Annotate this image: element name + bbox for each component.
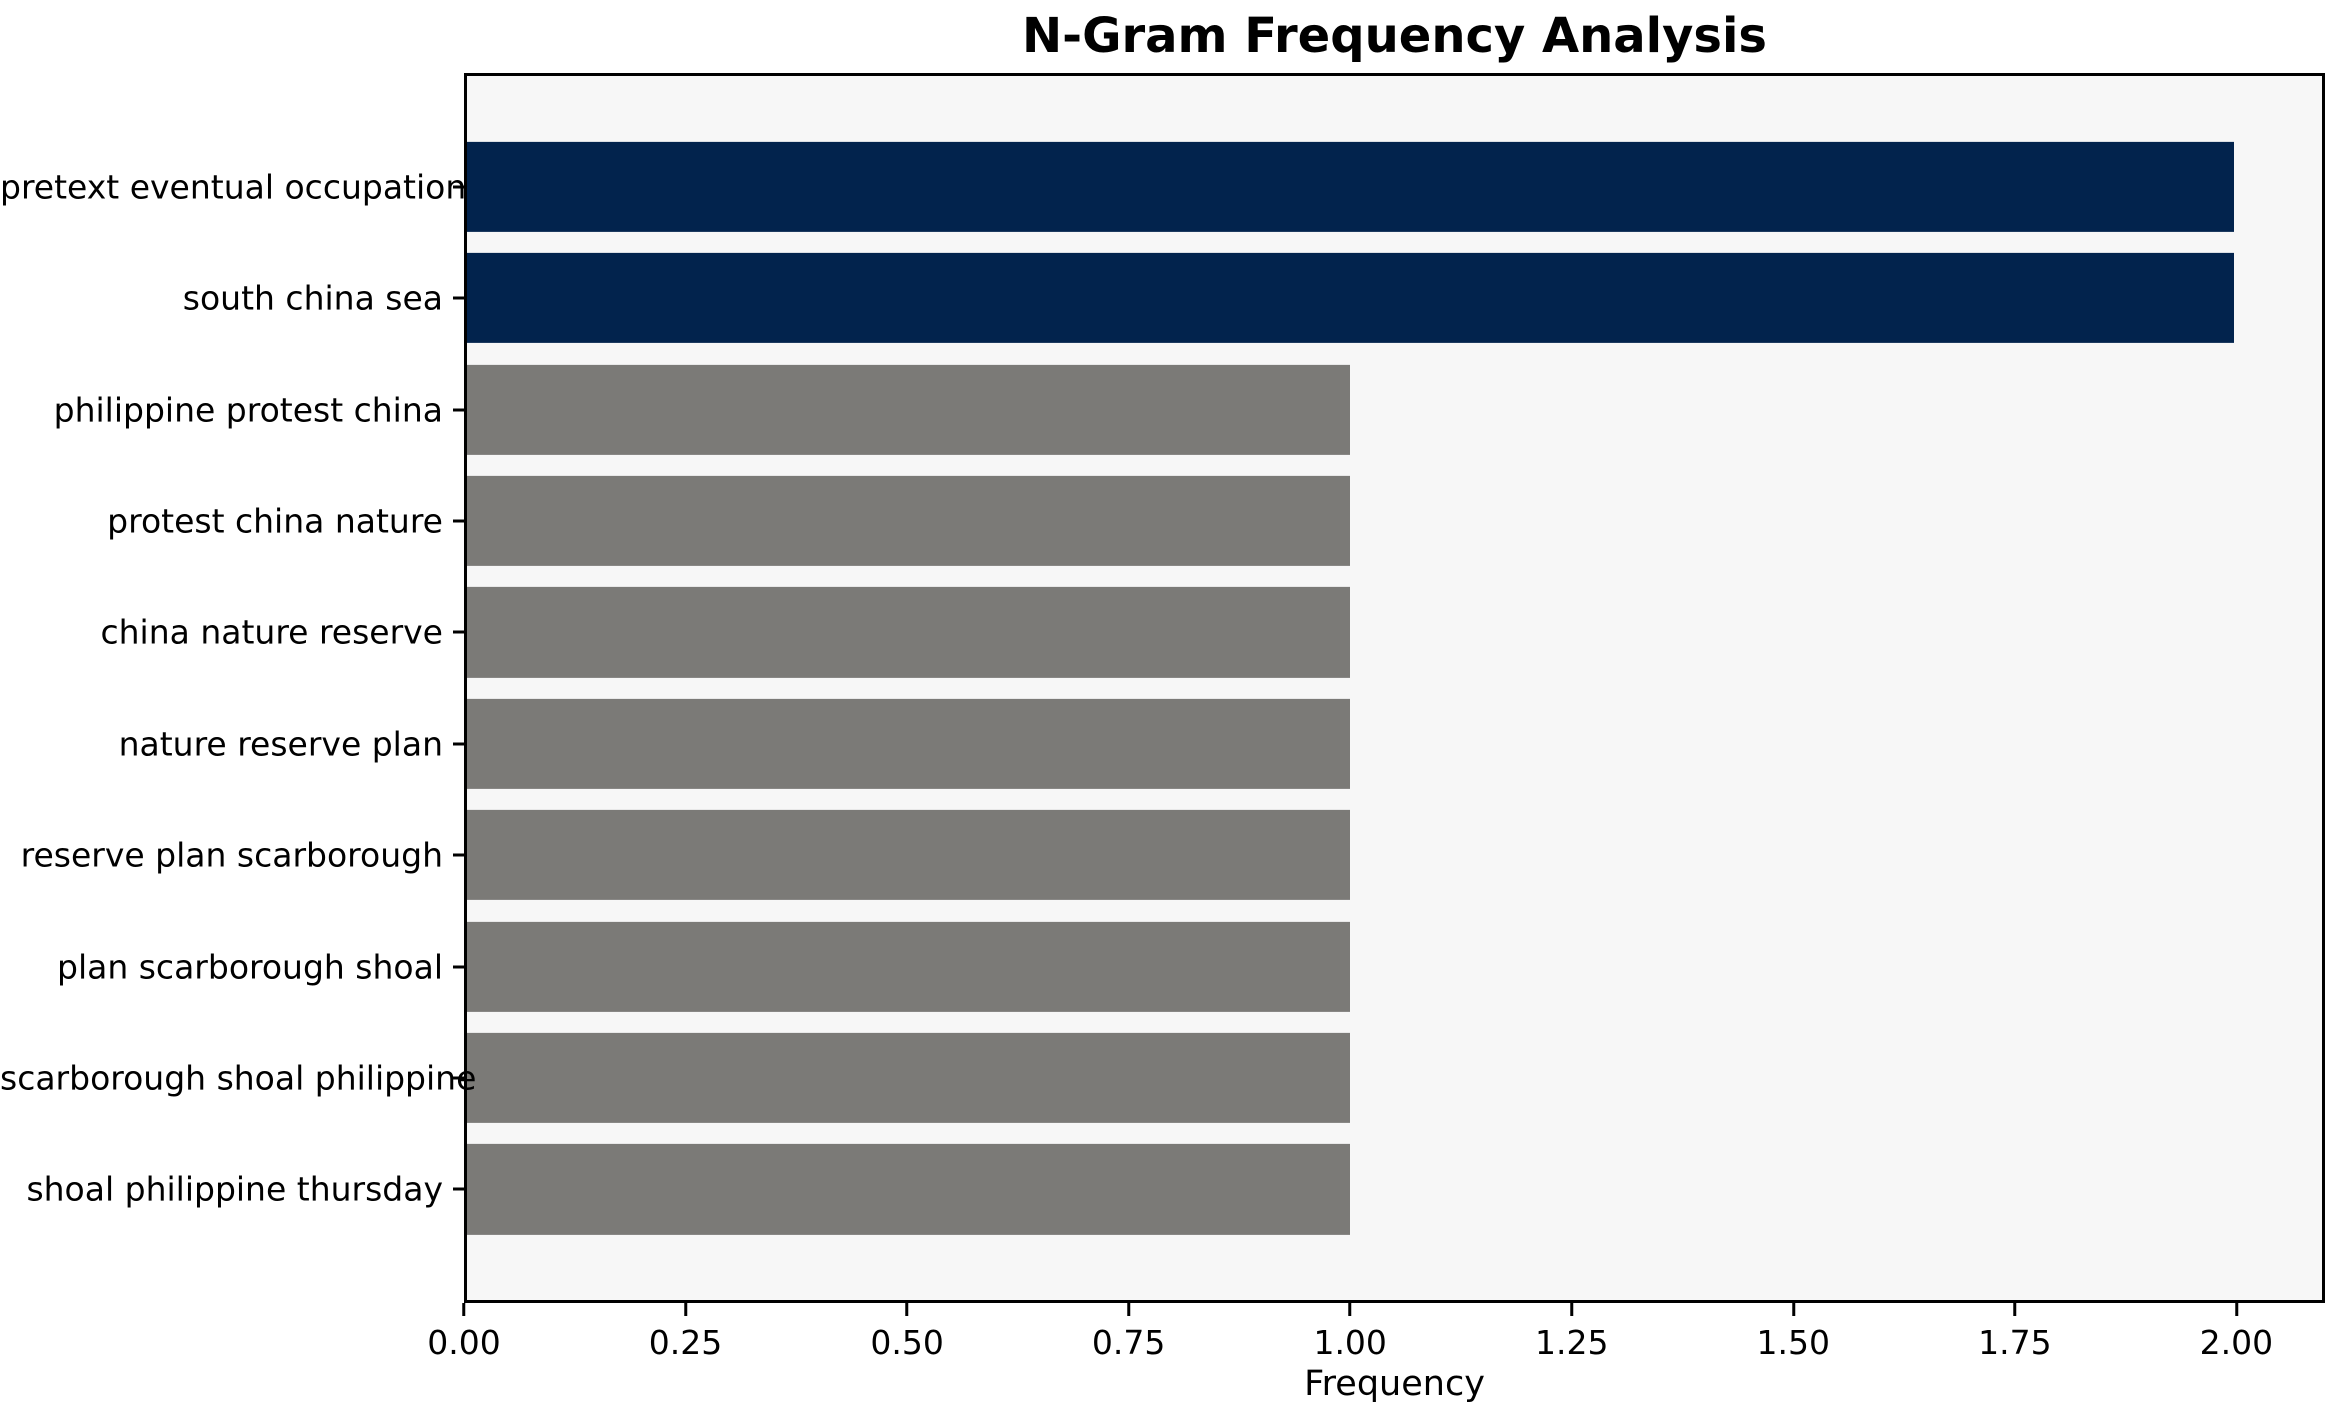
bar-row <box>467 911 2322 1022</box>
x-tick-mark <box>462 1303 466 1316</box>
x-tick-label: 2.00 <box>2199 1323 2274 1362</box>
y-tick-label: china nature reserve <box>100 612 443 652</box>
x-tick-mark <box>1348 1303 1352 1316</box>
x-tick-mark <box>1127 1303 1131 1316</box>
plot-area <box>464 73 2325 1303</box>
x-tick-mark <box>2013 1303 2017 1316</box>
bar-scarborough-shoal-philippine <box>467 1032 1351 1124</box>
x-tick: 0.75 <box>1092 1303 1165 1362</box>
y-tick-label: south china sea <box>182 278 443 318</box>
y-tick-label: reserve plan scarborough <box>20 835 443 875</box>
bar-shoal-philippine-thursday <box>467 1144 1351 1235</box>
x-tick-label: 1.00 <box>1313 1323 1387 1362</box>
y-tick-row: china nature reserve <box>0 577 464 688</box>
bar-reserve-plan-scarborough <box>467 810 1351 901</box>
bar-plan-scarborough-shoal <box>467 921 1351 1012</box>
bar-nature-reserve-plan <box>467 698 1351 789</box>
y-tick-label: nature reserve plan <box>118 724 443 764</box>
y-tick-row: scarborough shoal philippine <box>0 1022 477 1133</box>
y-tick-label: philippine protest china <box>53 390 443 430</box>
x-tick: 0.50 <box>870 1303 944 1362</box>
y-tick-mark <box>453 853 464 857</box>
y-tick-label: protest china nature <box>107 501 443 541</box>
y-tick-label: pretext eventual occupation <box>0 167 467 207</box>
y-axis: pretext eventual occupation south china s… <box>0 73 477 1303</box>
y-tick-row: protest china nature <box>0 465 464 576</box>
bar-row <box>467 688 2322 799</box>
bar-china-nature-reserve <box>467 587 1351 678</box>
x-tick-label: 0.50 <box>870 1323 944 1362</box>
bar-protest-china-nature <box>467 475 1351 567</box>
bar-philippine-protest-china <box>467 364 1351 455</box>
x-tick-mark <box>905 1303 909 1316</box>
y-tick-row: shoal philippine thursday <box>0 1134 464 1245</box>
bar-row <box>467 1022 2322 1133</box>
y-tick-mark <box>453 519 464 523</box>
x-axis: 0.00 0.25 0.50 0.75 1.00 1.25 1.50 1.75 2.00 <box>427 1303 2325 1373</box>
x-tick-mark <box>2234 1303 2238 1316</box>
y-tick-row: philippine protest china <box>0 354 464 465</box>
y-tick-mark <box>453 1076 464 1080</box>
y-tick-row: pretext eventual occupation <box>0 131 467 242</box>
x-axis-label: Frequency <box>1304 1364 1485 1404</box>
bar-row <box>467 242 2322 353</box>
x-tick-label: 0.25 <box>648 1323 723 1362</box>
y-tick-row: reserve plan scarborough <box>0 799 464 910</box>
bar-row <box>467 1134 2322 1245</box>
x-tick-label: 1.25 <box>1534 1323 1609 1362</box>
y-tick-label: shoal philippine thursday <box>26 1169 443 1209</box>
y-tick-label: plan scarborough shoal <box>57 947 443 987</box>
bar-row <box>467 799 2322 910</box>
bar-pretext-eventual-occupation <box>467 141 2234 232</box>
bar-row <box>467 131 2322 242</box>
chart-title: N-Gram Frequency Analysis <box>1022 8 1767 64</box>
y-tick-mark <box>453 185 464 189</box>
y-tick-mark <box>453 742 464 746</box>
x-tick: 0.00 <box>427 1303 501 1362</box>
y-tick-mark <box>453 965 464 969</box>
x-tick-label: 1.50 <box>1756 1323 1831 1362</box>
x-tick: 1.25 <box>1535 1303 1608 1362</box>
x-tick: 0.25 <box>649 1303 722 1362</box>
bar-row <box>467 465 2322 576</box>
x-tick: 2.00 <box>2200 1303 2273 1362</box>
y-tick-row: nature reserve plan <box>0 688 464 799</box>
y-tick-mark <box>453 296 464 300</box>
x-tick-mark <box>1791 1303 1795 1316</box>
x-tick-label: 0.00 <box>427 1323 501 1362</box>
x-tick-mark <box>1570 1303 1574 1316</box>
y-tick-mark <box>453 1187 464 1191</box>
x-tick: 1.50 <box>1757 1303 1830 1362</box>
bar-south-china-sea <box>467 252 2234 344</box>
x-tick-mark <box>684 1303 688 1316</box>
y-tick-label: scarborough shoal philippine <box>0 1058 477 1098</box>
y-tick-row: south china sea <box>0 242 464 353</box>
x-tick-label: 0.75 <box>1091 1323 1166 1362</box>
bar-row <box>467 577 2322 688</box>
x-tick: 1.75 <box>1978 1303 2052 1362</box>
y-tick-mark <box>453 630 464 634</box>
y-tick-mark <box>453 408 464 412</box>
x-tick: 1.00 <box>1313 1303 1387 1362</box>
bar-row <box>467 354 2322 465</box>
x-tick-label: 1.75 <box>1978 1323 2052 1362</box>
y-tick-row: plan scarborough shoal <box>0 911 464 1022</box>
